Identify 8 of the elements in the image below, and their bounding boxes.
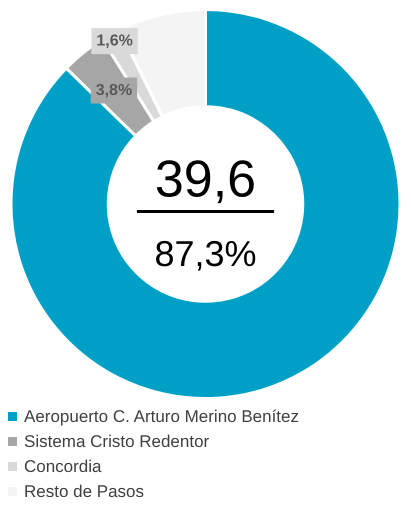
legend-label: Aeropuerto C. Arturo Merino Benítez bbox=[24, 406, 299, 428]
data-label: 3,8% bbox=[96, 82, 132, 99]
text: 39,6 bbox=[154, 150, 256, 208]
data-label: 1,6% bbox=[96, 32, 133, 50]
legend-label: Sistema Cristo Redentor bbox=[24, 431, 210, 453]
data-label: 87,3% bbox=[154, 232, 257, 274]
legend-label: Concordia bbox=[24, 456, 102, 478]
legend-label: Resto de Pasos bbox=[24, 481, 144, 503]
